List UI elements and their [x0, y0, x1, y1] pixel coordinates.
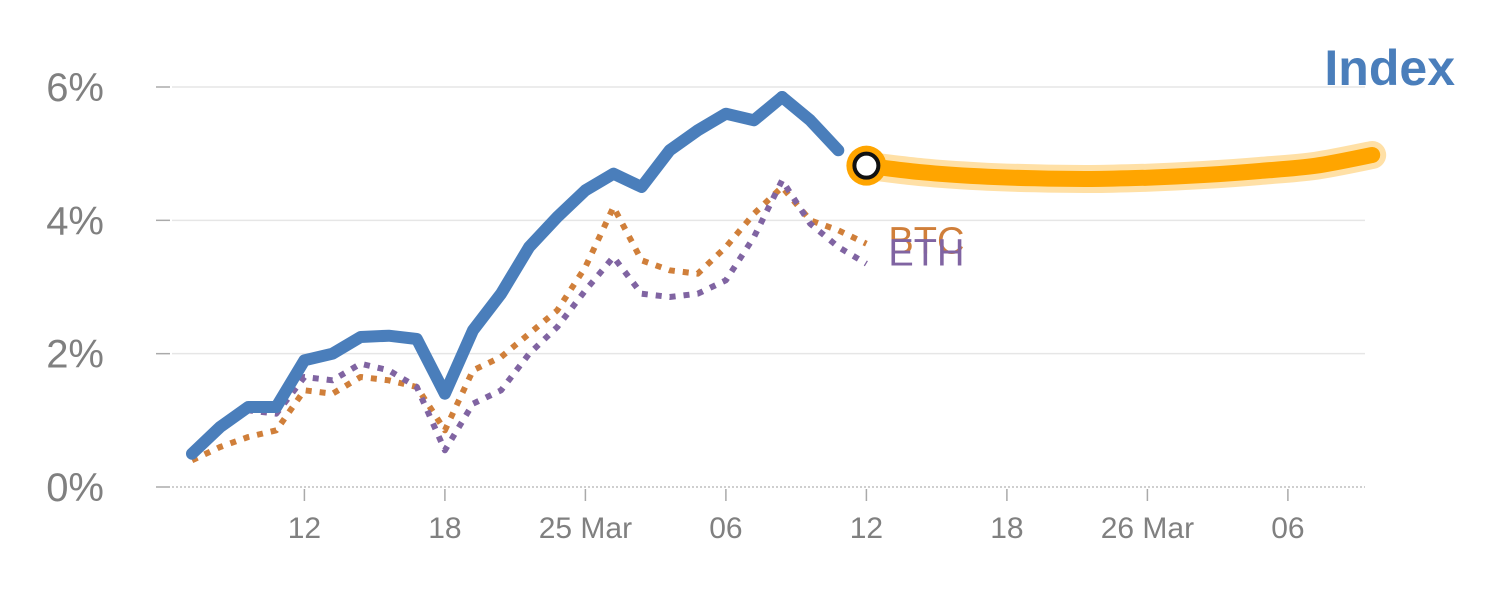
series-eth-line: [190, 177, 868, 457]
series-btc-line: [190, 184, 868, 464]
ytick-label-2: 4%: [46, 199, 104, 243]
ytick-label-3: 6%: [46, 66, 104, 110]
xtick-label-5: 18: [990, 512, 1023, 545]
series-index-line-0: [186, 91, 789, 460]
xtick-label-7: 06: [1271, 512, 1304, 545]
xtick-label-3: 06: [709, 512, 742, 545]
current-marker: [846, 145, 887, 186]
ytick-label-1: 2%: [46, 333, 104, 377]
series-label-eth: ETH: [888, 233, 964, 275]
xtick-label-1: 18: [428, 512, 461, 545]
series-label-btc: BTC: [888, 221, 964, 263]
xtick-label-4: 12: [850, 512, 883, 545]
series-forecast-line: [858, 147, 1381, 188]
current-marker-dot: [852, 151, 881, 180]
grid-lines: [172, 86, 1365, 355]
axes: 0% 2% 4% 6% 12 18 25 Mar 06 12 18 26 Mar 06: [46, 66, 1365, 545]
series-index-line-1: [776, 91, 845, 157]
ytick-label-0: 0%: [46, 466, 104, 510]
xtick-label-2: 25 Mar: [539, 512, 632, 545]
xtick-label-6: 26 Mar: [1101, 512, 1194, 545]
series-lines: [186, 91, 1387, 464]
chart-title: Index: [1324, 40, 1455, 96]
xtick-label-0: 12: [288, 512, 321, 545]
